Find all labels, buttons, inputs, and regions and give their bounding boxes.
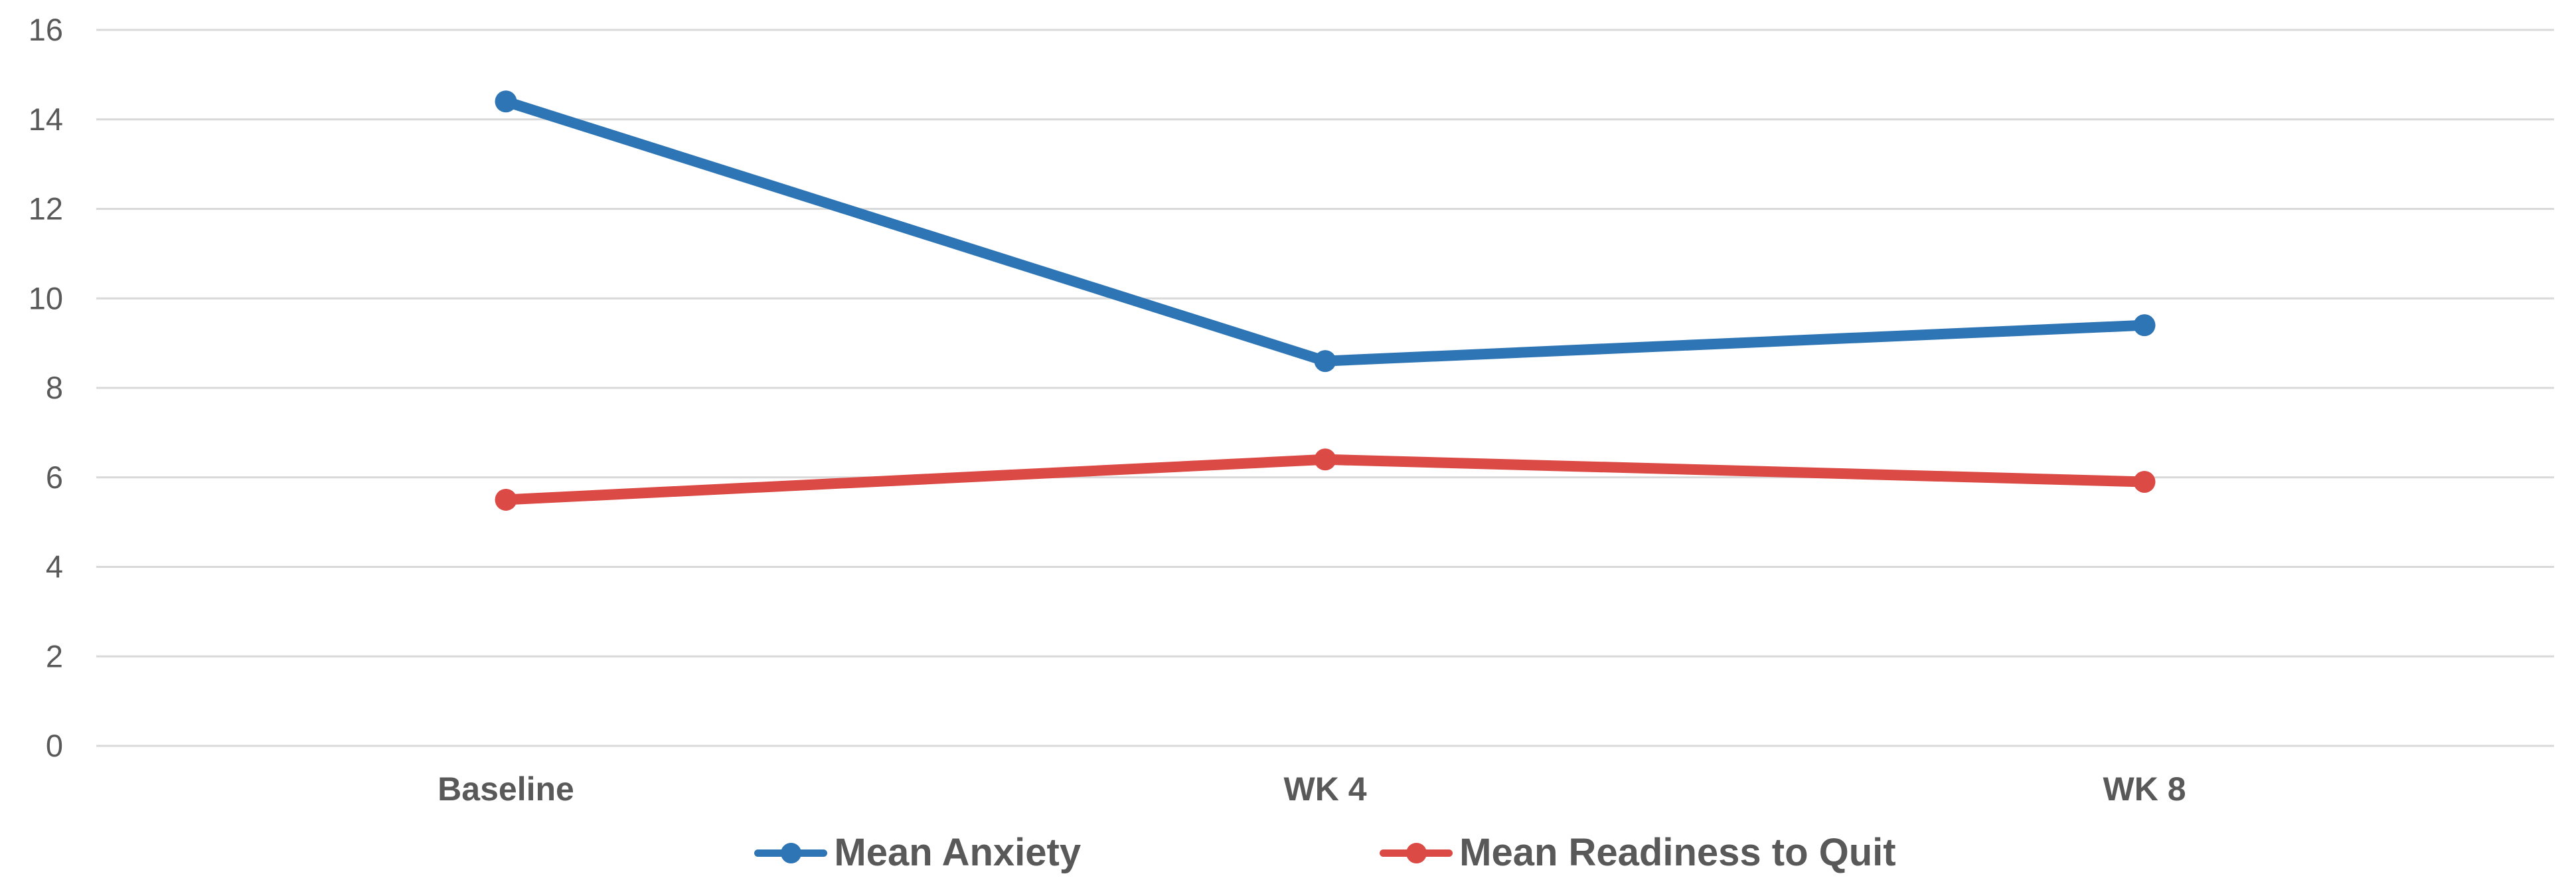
legend-swatch-line-marker-icon (754, 842, 828, 863)
y-tick-label: 8 (46, 370, 63, 405)
data-point-marker-mean-anxiety (495, 90, 517, 113)
y-tick-label: 12 (29, 191, 63, 226)
data-point-marker-mean-anxiety (2133, 314, 2156, 337)
y-tick-label: 10 (29, 280, 63, 315)
y-tick-label: 6 (46, 460, 63, 495)
x-category-label: Baseline (438, 770, 574, 808)
y-tick-label: 2 (46, 638, 63, 673)
y-tick-label: 16 (29, 12, 63, 47)
data-point-marker-mean-readiness-to-quit (495, 488, 517, 511)
series-line-mean-anxiety (501, 96, 2150, 367)
legend-marker-dot-icon (1406, 842, 1427, 863)
y-tick-label: 0 (46, 728, 63, 763)
data-point-marker-mean-readiness-to-quit (1314, 448, 1336, 471)
y-tick-label: 14 (29, 102, 63, 137)
data-point-marker-mean-anxiety (1314, 350, 1336, 373)
legend-label: Mean Readiness to Quit (1459, 831, 1896, 874)
x-category-label: WK 8 (2103, 770, 2186, 808)
data-point-marker-mean-readiness-to-quit (2133, 470, 2156, 493)
x-category-label: WK 4 (1284, 770, 1367, 808)
y-tick-label: 4 (46, 549, 63, 584)
legend-item-mean-anxiety: Mean Anxiety (754, 834, 1081, 872)
legend-item-mean-readiness-to-quit: Mean Readiness to Quit (1380, 831, 1896, 874)
chart-legend: Mean Anxiety Mean Readiness to Quit (96, 829, 2554, 877)
legend-marker-dot-icon (780, 842, 801, 863)
legend-label: Mean Anxiety (834, 831, 1082, 874)
legend-swatch-line-marker-icon (1380, 842, 1453, 863)
